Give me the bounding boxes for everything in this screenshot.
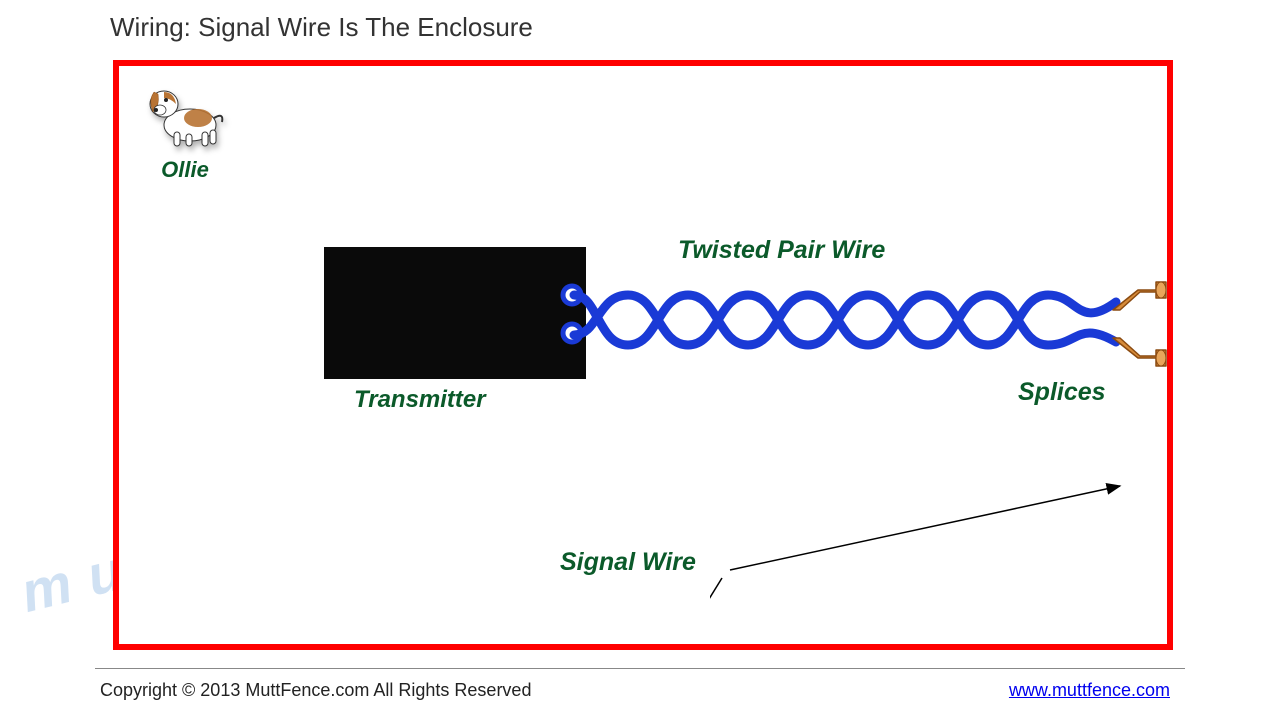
transmitter-box bbox=[324, 247, 586, 379]
dog-ollie: Ollie bbox=[135, 70, 235, 183]
signal-wire-label: Signal Wire bbox=[560, 548, 696, 577]
signal-wire-arrows bbox=[710, 480, 1140, 660]
footer-divider bbox=[95, 668, 1185, 669]
splices-label: Splices bbox=[1018, 378, 1106, 407]
page-title: Wiring: Signal Wire Is The Enclosure bbox=[110, 12, 533, 43]
splice-top bbox=[1108, 278, 1168, 320]
transmitter-label: Transmitter bbox=[354, 386, 486, 414]
twisted-pair-wire bbox=[568, 280, 1128, 360]
splice-bottom bbox=[1108, 328, 1168, 370]
dog-label: Ollie bbox=[135, 157, 235, 183]
copyright-text: Copyright © 2013 MuttFence.com All Right… bbox=[100, 680, 531, 701]
twisted-pair-label: Twisted Pair Wire bbox=[678, 236, 885, 265]
dog-icon bbox=[140, 70, 230, 150]
footer-url-link[interactable]: www.muttfence.com bbox=[1009, 680, 1170, 701]
